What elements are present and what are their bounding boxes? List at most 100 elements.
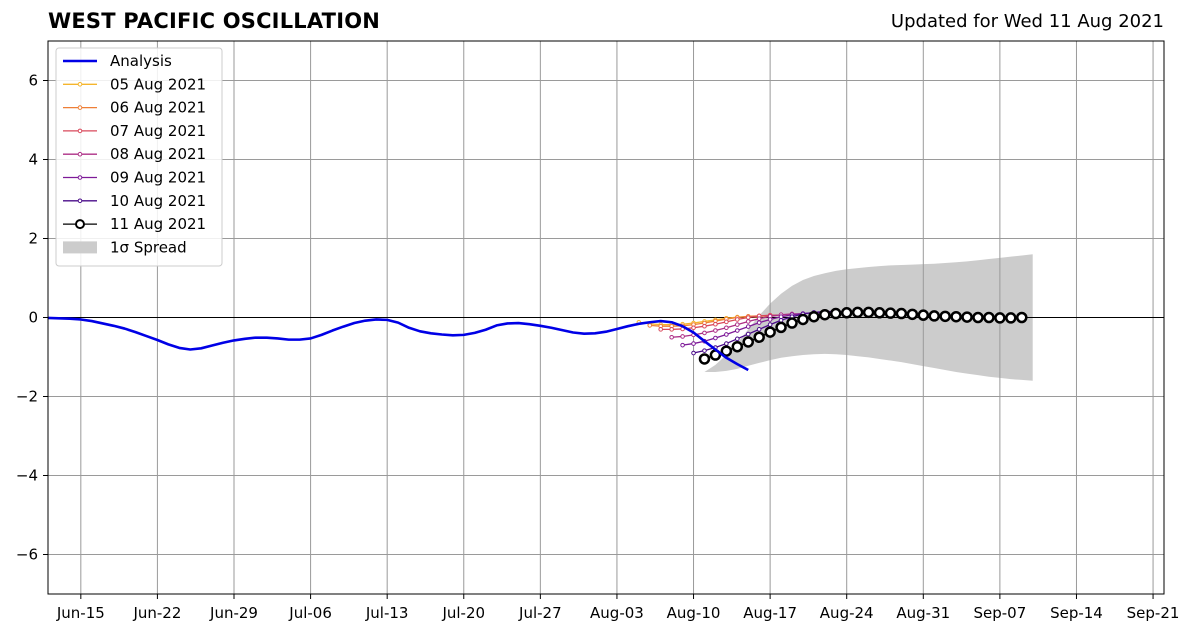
series-point [713, 335, 718, 341]
series-point [691, 325, 696, 331]
legend-marker [77, 82, 83, 87]
x-tick-label: Jul-06 [288, 604, 332, 622]
series-point [851, 306, 864, 319]
plot-frame [47, 40, 1165, 595]
series-point [775, 321, 787, 334]
series-point [797, 313, 809, 326]
series-point [928, 310, 940, 322]
x-tick-label: Jun-29 [209, 604, 258, 622]
series-point [895, 307, 908, 320]
series-point [647, 323, 653, 328]
series-point [720, 345, 733, 357]
legend-marker [75, 219, 85, 230]
series-point [764, 326, 776, 338]
legend-entry: 06 Aug 2021 [63, 99, 206, 117]
legend-label: 11 Aug 2021 [110, 215, 206, 233]
series-point [884, 307, 897, 319]
series-point [767, 322, 773, 327]
series-point [745, 331, 751, 337]
legend-entry: 05 Aug 2021 [63, 75, 206, 93]
series-point [917, 309, 930, 321]
x-tick-label: Sep-14 [1050, 604, 1103, 622]
series-point [972, 311, 984, 324]
series-point [753, 331, 765, 343]
series-point [756, 327, 762, 332]
legend-box [55, 47, 223, 267]
series-point [702, 330, 707, 336]
series-point [808, 310, 820, 323]
x-tick-label: Sep-21 [1127, 604, 1180, 622]
series-point [734, 336, 740, 342]
legend-label: 09 Aug 2021 [110, 169, 206, 187]
series-point [862, 306, 875, 319]
series-point [756, 320, 762, 325]
series-point [767, 317, 773, 322]
chart-title: WEST PACIFIC OSCILLATION [48, 9, 381, 33]
series-point [840, 307, 853, 319]
chart-updated-date: Updated for Wed 11 Aug 2021 [890, 11, 1164, 32]
series-point [724, 341, 729, 346]
series-point [742, 336, 754, 348]
x-tick-label: Jun-15 [56, 604, 105, 622]
legend-marker [77, 105, 83, 110]
x-tick-label: Aug-17 [743, 604, 797, 622]
series-point [724, 332, 729, 337]
x-tick-label: Aug-31 [896, 604, 950, 622]
y-tick-label: −4 [16, 467, 38, 485]
x-tick-label: Sep-07 [973, 604, 1026, 622]
legend-label: Analysis [110, 52, 172, 70]
x-tick-label: Jul-27 [518, 604, 562, 622]
series-point [745, 319, 751, 324]
series-point [734, 322, 740, 327]
legend: Analysis 05 Aug 2021 06 Aug 2021 07 Aug 202… [55, 47, 223, 267]
x-tick-label: Jul-20 [441, 604, 485, 622]
legend-entry: 07 Aug 2021 [63, 122, 206, 140]
series-point [734, 328, 740, 333]
x-tick-label: Aug-03 [590, 604, 644, 622]
series-point [994, 312, 1006, 324]
x-tick-label: Aug-10 [667, 604, 721, 622]
y-tick-label: 2 [28, 230, 38, 248]
legend-label: 06 Aug 2021 [110, 99, 206, 117]
series-point [983, 311, 995, 324]
x-tick-label: Jun-22 [132, 604, 181, 622]
legend-entry: 08 Aug 2021 [63, 145, 206, 163]
series-point [724, 319, 729, 325]
legend-marker [77, 151, 83, 157]
series-point [713, 328, 718, 333]
series-point [939, 310, 951, 323]
forecast-series [698, 306, 1028, 365]
forecast-series-layer [636, 306, 1028, 365]
analysis-line [47, 316, 749, 372]
series-point [819, 308, 831, 321]
y-tick-label: 6 [28, 72, 38, 90]
y-tick-label: 4 [28, 151, 38, 169]
series-point [691, 350, 696, 356]
legend-label: 05 Aug 2021 [110, 75, 206, 93]
series-point [950, 310, 962, 323]
series-point [724, 325, 729, 331]
legend-label: 08 Aug 2021 [110, 145, 206, 163]
legend-entry: 1σ Spread [63, 238, 187, 256]
legend-marker [77, 175, 83, 180]
y-tick-label: 0 [28, 309, 38, 327]
legend-entry: 09 Aug 2021 [63, 169, 206, 187]
series-point [734, 317, 740, 322]
x-tick-label: Aug-24 [820, 604, 874, 622]
legend-entry: 10 Aug 2021 [63, 192, 206, 210]
series-point [1005, 312, 1017, 324]
series-point [731, 340, 744, 353]
y-tick-label: −6 [16, 546, 38, 564]
series-point [680, 342, 685, 348]
series-point [669, 327, 674, 332]
series-point [658, 327, 664, 332]
legend-entry: Analysis [63, 52, 172, 70]
series-point [830, 307, 842, 320]
series-point [745, 315, 751, 320]
series-point [702, 323, 707, 329]
series-point [778, 317, 784, 323]
series-point [698, 353, 711, 365]
series-point [713, 321, 718, 327]
series-point [961, 311, 973, 323]
